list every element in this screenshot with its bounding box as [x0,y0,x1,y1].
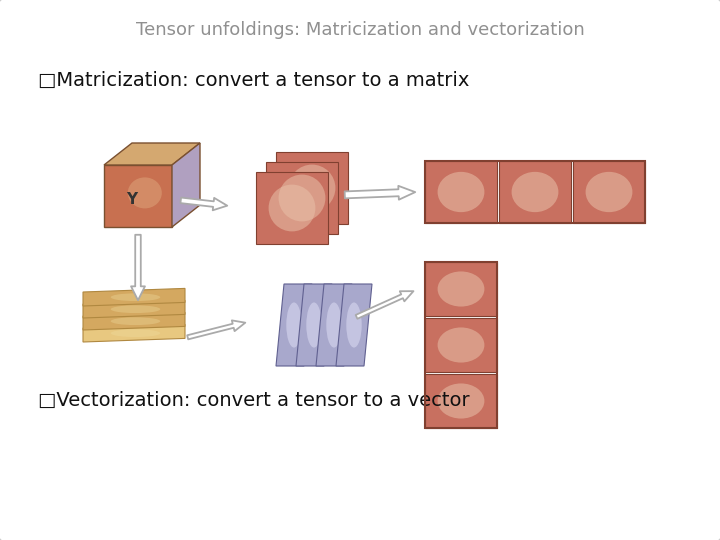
Bar [425,318,497,372]
Text: □Matricization: convert a tensor to a matrix: □Matricization: convert a tensor to a ma… [38,71,469,90]
Ellipse shape [111,318,161,325]
Polygon shape [83,288,185,306]
Ellipse shape [438,172,485,212]
FancyArrowPatch shape [356,291,413,319]
Ellipse shape [111,329,161,337]
Text: □Vectorization: convert a tensor to a vector: □Vectorization: convert a tensor to a ve… [38,390,469,409]
Text: Y: Y [125,192,137,207]
Ellipse shape [289,165,336,211]
Ellipse shape [287,302,302,348]
Ellipse shape [279,174,325,221]
Polygon shape [276,284,312,366]
Ellipse shape [438,327,485,362]
Bar [425,161,497,223]
Ellipse shape [438,383,485,418]
Polygon shape [316,284,352,366]
Bar [425,262,497,428]
Ellipse shape [269,185,315,232]
Ellipse shape [111,305,161,313]
Bar [425,161,645,223]
Bar [256,172,328,244]
Bar [499,161,571,223]
Polygon shape [172,143,200,227]
Polygon shape [336,284,372,366]
Polygon shape [296,284,332,366]
Ellipse shape [438,272,485,307]
Polygon shape [83,325,185,342]
FancyArrowPatch shape [181,198,228,210]
Ellipse shape [512,172,559,212]
Ellipse shape [585,172,632,212]
Bar [425,374,497,428]
Bar [425,262,497,316]
Ellipse shape [111,293,161,301]
Bar [573,161,645,223]
Text: Tensor unfoldings: Matricization and vectorization: Tensor unfoldings: Matricization and vec… [135,21,585,39]
Polygon shape [104,143,200,165]
Ellipse shape [128,178,162,208]
FancyArrowPatch shape [131,235,145,300]
Ellipse shape [326,302,342,348]
Bar [276,152,348,224]
Ellipse shape [346,302,361,348]
FancyArrowPatch shape [345,186,415,200]
Ellipse shape [306,302,322,348]
Polygon shape [104,165,172,227]
Bar [266,162,338,234]
Polygon shape [83,313,185,330]
FancyArrowPatch shape [187,320,246,339]
Polygon shape [83,300,185,318]
